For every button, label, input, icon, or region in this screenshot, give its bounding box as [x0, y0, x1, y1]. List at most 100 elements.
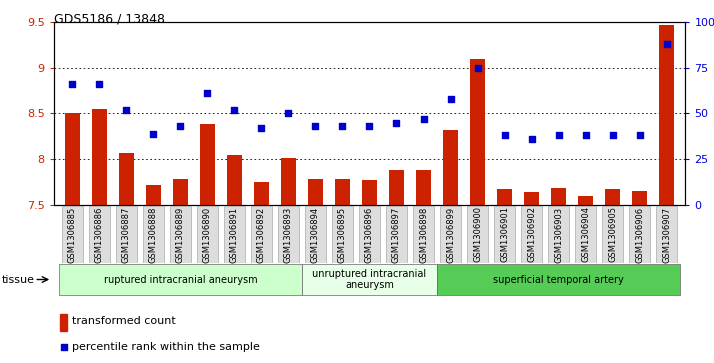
Text: GSM1306885: GSM1306885: [68, 207, 77, 262]
Bar: [146, 185, 161, 205]
Bar: [578, 196, 593, 205]
Point: [202, 90, 213, 96]
Point: [148, 131, 159, 136]
Text: GSM1306901: GSM1306901: [500, 207, 509, 262]
Text: GSM1306905: GSM1306905: [608, 207, 617, 262]
Bar: [362, 180, 377, 205]
Text: GSM1306891: GSM1306891: [230, 207, 239, 262]
FancyBboxPatch shape: [629, 206, 650, 263]
Point: [472, 65, 483, 70]
Text: GSM1306906: GSM1306906: [635, 207, 644, 262]
Bar: [335, 179, 350, 205]
Text: GSM1306890: GSM1306890: [203, 207, 212, 262]
FancyBboxPatch shape: [116, 206, 137, 263]
Text: GSM1306894: GSM1306894: [311, 207, 320, 262]
FancyBboxPatch shape: [467, 206, 488, 263]
Point: [363, 123, 376, 129]
Text: GSM1306893: GSM1306893: [284, 207, 293, 262]
FancyBboxPatch shape: [143, 206, 164, 263]
Bar: [632, 191, 647, 205]
Text: tissue: tissue: [2, 275, 35, 285]
Bar: [524, 192, 539, 205]
Point: [121, 107, 132, 113]
FancyBboxPatch shape: [437, 264, 680, 295]
Bar: [659, 25, 674, 205]
Bar: [92, 109, 107, 205]
FancyBboxPatch shape: [223, 206, 246, 263]
Text: GSM1306889: GSM1306889: [176, 207, 185, 262]
Text: GSM1306887: GSM1306887: [122, 206, 131, 263]
FancyBboxPatch shape: [358, 206, 381, 263]
Text: superficial temporal artery: superficial temporal artery: [493, 274, 624, 285]
Point: [228, 107, 240, 113]
Point: [553, 132, 564, 138]
Point: [661, 41, 673, 47]
Point: [445, 96, 456, 102]
Text: GSM1306903: GSM1306903: [554, 207, 563, 262]
FancyBboxPatch shape: [170, 206, 191, 263]
Bar: [470, 60, 485, 205]
Bar: [254, 182, 269, 205]
Text: unruptured intracranial
aneurysm: unruptured intracranial aneurysm: [313, 269, 426, 290]
Bar: [605, 189, 620, 205]
Bar: [443, 130, 458, 205]
FancyBboxPatch shape: [440, 206, 461, 263]
FancyBboxPatch shape: [302, 264, 437, 295]
Point: [94, 81, 105, 87]
FancyBboxPatch shape: [89, 206, 110, 263]
Point: [283, 110, 294, 116]
Text: GSM1306898: GSM1306898: [419, 207, 428, 262]
Text: ruptured intracranial aneurysm: ruptured intracranial aneurysm: [104, 274, 257, 285]
Text: transformed count: transformed count: [72, 316, 176, 326]
Bar: [497, 189, 512, 205]
Bar: [60, 314, 67, 331]
FancyBboxPatch shape: [655, 206, 678, 263]
Bar: [416, 170, 431, 205]
Point: [58, 344, 69, 350]
Text: GSM1306899: GSM1306899: [446, 207, 455, 262]
Point: [526, 136, 537, 142]
Bar: [551, 188, 566, 205]
FancyBboxPatch shape: [305, 206, 326, 263]
Text: GSM1306904: GSM1306904: [581, 207, 590, 262]
Text: GDS5186 / 13848: GDS5186 / 13848: [54, 13, 164, 26]
Text: GSM1306892: GSM1306892: [257, 207, 266, 262]
Text: GSM1306895: GSM1306895: [338, 207, 347, 262]
Bar: [281, 158, 296, 205]
Bar: [200, 125, 215, 205]
FancyBboxPatch shape: [61, 206, 84, 263]
FancyBboxPatch shape: [602, 206, 623, 263]
Text: GSM1306896: GSM1306896: [365, 207, 374, 262]
FancyBboxPatch shape: [196, 206, 218, 263]
FancyBboxPatch shape: [575, 206, 596, 263]
Bar: [119, 153, 134, 205]
FancyBboxPatch shape: [548, 206, 569, 263]
FancyBboxPatch shape: [493, 206, 516, 263]
Text: GSM1306902: GSM1306902: [527, 207, 536, 262]
Bar: [227, 155, 242, 205]
Point: [580, 132, 591, 138]
FancyBboxPatch shape: [413, 206, 434, 263]
Point: [256, 125, 267, 131]
Text: percentile rank within the sample: percentile rank within the sample: [72, 342, 261, 352]
Point: [634, 132, 645, 138]
Bar: [173, 179, 188, 205]
FancyBboxPatch shape: [251, 206, 272, 263]
Bar: [308, 179, 323, 205]
FancyBboxPatch shape: [386, 206, 407, 263]
FancyBboxPatch shape: [278, 206, 299, 263]
Point: [391, 120, 402, 126]
Text: GSM1306900: GSM1306900: [473, 207, 482, 262]
FancyBboxPatch shape: [332, 206, 353, 263]
Point: [337, 123, 348, 129]
Point: [310, 123, 321, 129]
Text: GSM1306897: GSM1306897: [392, 207, 401, 262]
Text: GSM1306886: GSM1306886: [95, 206, 104, 263]
Point: [607, 132, 618, 138]
Point: [418, 116, 429, 122]
FancyBboxPatch shape: [521, 206, 543, 263]
Bar: [65, 114, 80, 205]
FancyBboxPatch shape: [59, 264, 302, 295]
Text: GSM1306888: GSM1306888: [149, 206, 158, 263]
Point: [499, 132, 511, 138]
